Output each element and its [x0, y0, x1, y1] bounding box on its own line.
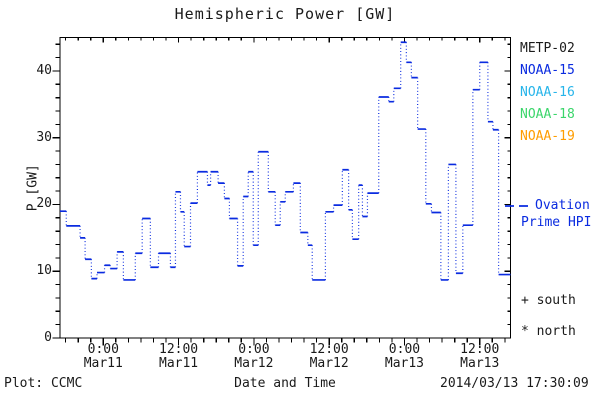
hpi-step-curve — [60, 41, 511, 281]
x-axis-label: Date and Time — [234, 376, 336, 391]
south-marker-label: + south — [521, 293, 576, 308]
plot-credit: Plot: CCMC — [4, 376, 83, 391]
x-tick-label-mar12-000: 0:00 Mar12 — [234, 342, 274, 371]
axis-ticks — [52, 37, 511, 346]
x-tick-label-mar11-1200: 12:00 Mar11 — [159, 342, 199, 371]
y-tick-label-20: 20 — [36, 196, 52, 212]
chart-title: Hemispheric Power [GW] — [174, 5, 396, 23]
legend-item-noaa-19: NOAA-19 — [520, 129, 575, 144]
ovation-legend-line1: Ovation — [535, 198, 590, 213]
x-tick-label-mar11-000: 0:00 Mar11 — [83, 342, 123, 371]
north-marker-label: * north — [521, 324, 576, 339]
plot-timestamp: 2014/03/13 17:30:09 — [440, 376, 589, 391]
y-tick-label-30: 30 — [36, 129, 52, 145]
legend-item-metp-02: METP-02 — [520, 41, 575, 56]
x-tick-label-mar13-000: 0:00 Mar13 — [384, 342, 425, 371]
y-tick-label-10: 10 — [36, 263, 52, 279]
legend-item-noaa-15: NOAA-15 — [520, 63, 575, 78]
x-tick-label-mar12-1200: 12:00 Mar12 — [309, 342, 349, 371]
y-axis-label: P [GW] — [25, 164, 41, 212]
y-tick-label-40: 40 — [36, 62, 52, 78]
legend-item-noaa-16: NOAA-16 — [520, 85, 575, 100]
hpi-step-connectors — [65, 42, 500, 280]
y-tick-label-0: 0 — [44, 330, 52, 345]
plot-frame — [59, 36, 512, 339]
ovation-legend-line2: Prime HPI — [521, 215, 592, 230]
x-tick-label-mar13-1200: 12:00 Mar13 — [460, 342, 500, 371]
legend-item-noaa-18: NOAA-18 — [520, 107, 575, 122]
